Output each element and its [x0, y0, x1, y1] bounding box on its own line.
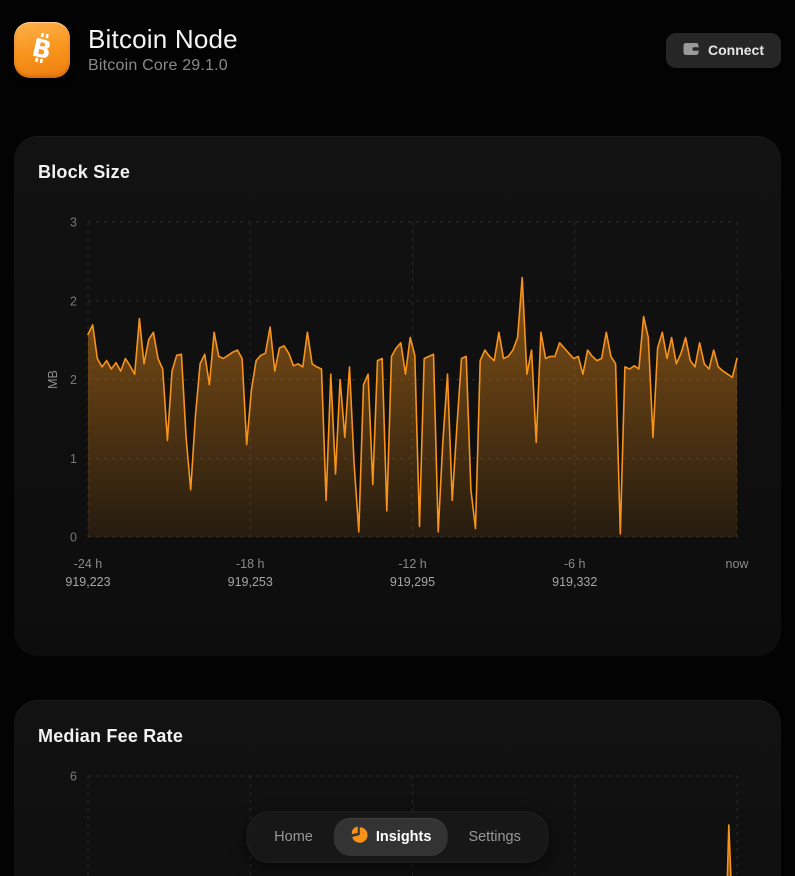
app-subtitle: Bitcoin Core 29.1.0 — [88, 56, 228, 74]
y-tick-label: 6 — [70, 770, 77, 784]
y-tick-label: 2 — [70, 294, 77, 308]
pie-chart-icon — [350, 826, 368, 848]
x-tick-time: -12 h — [398, 557, 427, 571]
connect-button[interactable]: Connect — [666, 32, 781, 68]
svg-text:B: B — [29, 32, 54, 65]
x-tick-time: -6 h — [564, 557, 586, 571]
x-tick-block: 919,223 — [65, 575, 110, 589]
bottom-nav: Home Insights Settings — [246, 811, 549, 863]
block-size-card: Block Size 0 1 2 2 3 MB -24 h 919,223 -18 h 919,2… — [14, 136, 781, 656]
x-tick-block: 919,295 — [390, 575, 435, 589]
area-fill — [88, 277, 737, 537]
nav-item-insights[interactable]: Insights — [333, 818, 448, 856]
median-fee-title: Median Fee Rate — [38, 726, 184, 746]
y-axis-label: MB — [46, 370, 60, 389]
x-tick-time: -18 h — [236, 557, 265, 571]
data-line — [87, 276, 738, 535]
x-tick-time: now — [726, 557, 750, 571]
bitcoin-icon: B — [22, 28, 62, 73]
nav-item-insights-label: Insights — [375, 829, 432, 845]
median-fee-chart: 6 — [70, 770, 738, 876]
x-tick-time: -24 h — [74, 557, 103, 571]
block-size-title: Block Size — [38, 162, 131, 182]
bitcoin-logo: B — [14, 22, 70, 78]
nav-item-home[interactable]: Home — [253, 820, 334, 854]
y-tick-label: 3 — [70, 216, 77, 230]
wallet-icon — [683, 42, 699, 59]
nav-item-settings[interactable]: Settings — [447, 820, 541, 854]
y-tick-label: 2 — [70, 373, 77, 387]
x-tick-block: 919,332 — [552, 575, 597, 589]
app-title: Bitcoin Node — [88, 24, 238, 55]
app-header: B Bitcoin Node Bitcoin Core 29.1.0 Conne… — [14, 22, 781, 78]
y-tick-label: 0 — [70, 531, 77, 545]
y-tick-label: 1 — [70, 452, 77, 466]
header-titles: Bitcoin Node Bitcoin Core 29.1.0 — [88, 25, 238, 75]
connect-label: Connect — [708, 42, 764, 58]
x-tick-block: 919,253 — [228, 575, 273, 589]
block-size-chart: 0 1 2 2 3 MB -24 h 919,223 -18 h 919,253 -12 h 919,… — [46, 216, 750, 590]
